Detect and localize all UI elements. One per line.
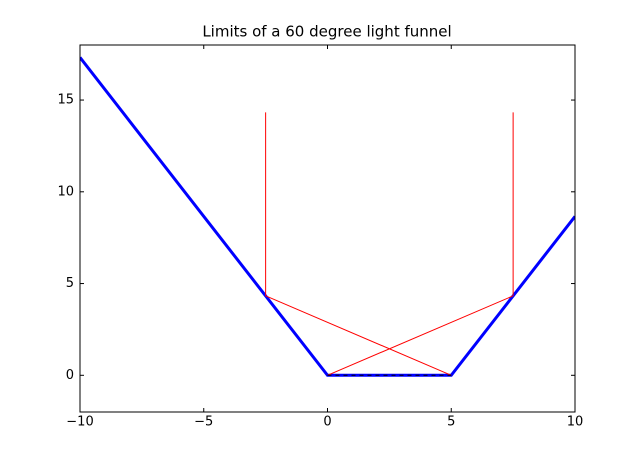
x-tick-label: −10 xyxy=(66,415,93,430)
x-tick-label: 10 xyxy=(567,415,584,430)
y-tick-label: 5 xyxy=(66,276,74,291)
x-tick-label: −5 xyxy=(194,415,213,430)
plot-frame xyxy=(79,44,576,413)
y-tick-label: 0 xyxy=(66,368,74,383)
x-tick-label: 0 xyxy=(323,415,331,430)
chart-title: Limits of a 60 degree light funnel xyxy=(202,23,451,41)
y-tick-label: 15 xyxy=(57,93,74,108)
x-tick-label: 5 xyxy=(447,415,455,430)
line-series xyxy=(80,56,575,377)
line-series xyxy=(265,112,514,376)
y-tick-label: 10 xyxy=(57,184,74,199)
